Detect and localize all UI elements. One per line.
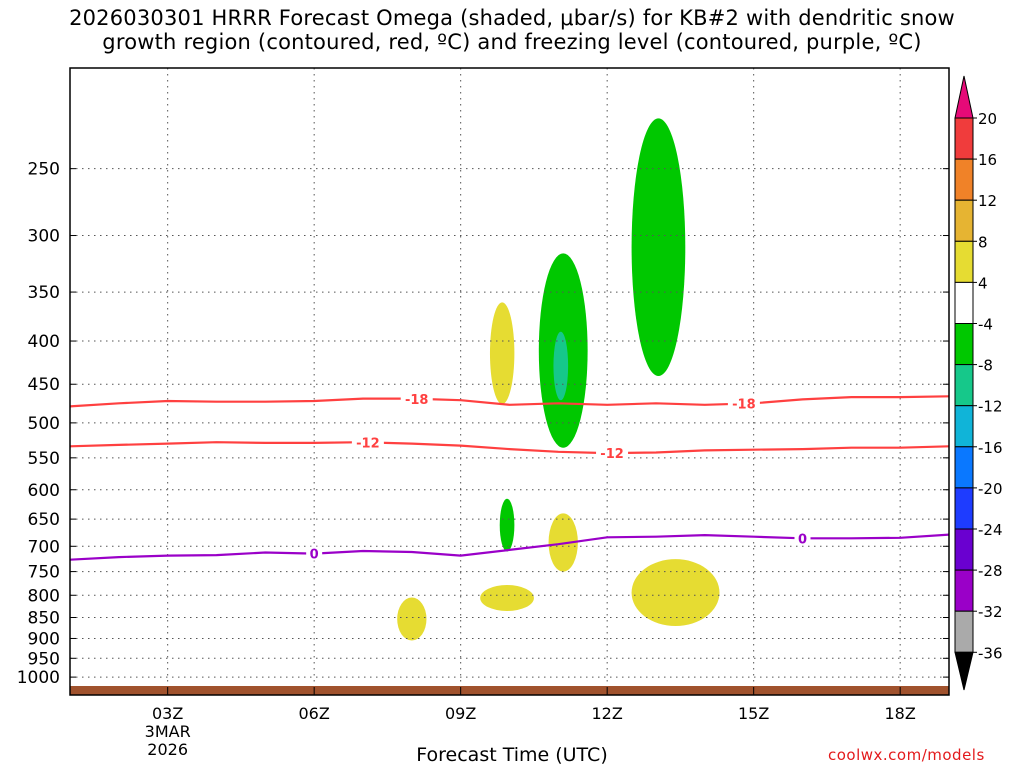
- colorbar-label-4: 4: [978, 274, 988, 292]
- y-tick-label-1000: 1000: [17, 668, 60, 688]
- colorbar-segment: [954, 610, 974, 653]
- colorbar-segment: [954, 405, 974, 448]
- colorbar-label-20: 20: [978, 110, 997, 128]
- colorbar-label--36: -36: [978, 644, 1003, 662]
- contour-label-freezing-2: 0: [798, 532, 807, 547]
- contour-label-bg: [351, 435, 384, 450]
- omega-area-1: [489, 302, 515, 405]
- colorbar-label--20: -20: [978, 480, 1003, 498]
- colorbar-segment: [954, 446, 974, 489]
- omega-area-7: [480, 585, 534, 611]
- omega-area-5: [499, 498, 515, 552]
- contour-label-bg: [727, 396, 760, 411]
- omega-area-3: [553, 331, 569, 401]
- x-axis-label: Forecast Time (UTC): [416, 744, 608, 766]
- colorbar-label-12: 12: [978, 192, 997, 210]
- x-tick-label-15Z: 15Z: [738, 704, 769, 723]
- contour-label-m12-1: -12: [356, 436, 380, 451]
- contour-line-m12: [70, 441, 949, 455]
- temperature-contours: -18 -18 -12 -12 0 0: [70, 391, 949, 563]
- y-tick-label-350: 350: [28, 283, 60, 303]
- chart-title: 2026030301 HRRR Forecast Omega (shaded, …: [0, 6, 1024, 54]
- colorbar-segment: [954, 199, 974, 242]
- colorbar-label--12: -12: [978, 398, 1003, 416]
- y-tick-label-650: 650: [28, 510, 60, 530]
- x-tick-label-12Z: 12Z: [592, 704, 623, 723]
- grid-lines: [70, 68, 949, 695]
- colorbar-label--32: -32: [978, 603, 1003, 621]
- colorbar-label-8: 8: [978, 233, 988, 251]
- contour-label-freezing-1: 0: [310, 548, 319, 563]
- colorbar-segment: [954, 487, 974, 530]
- omega-area-8: [631, 559, 720, 627]
- y-tick-label-550: 550: [28, 449, 60, 469]
- omega-shading: [397, 118, 720, 641]
- colorbar-segment: [954, 281, 974, 324]
- colorbar-label--28: -28: [978, 562, 1003, 580]
- contour-label-m18-2: -18: [732, 398, 756, 413]
- chart-title-line2: growth region (contoured, red, ºC) and f…: [102, 30, 922, 54]
- colorbar-label--16: -16: [978, 439, 1003, 457]
- y-tick-label-850: 850: [28, 608, 60, 628]
- y-tick-label-700: 700: [28, 537, 60, 557]
- contour-line-m18: [70, 395, 949, 408]
- contour-label-m12-2: -12: [600, 447, 624, 462]
- y-tick-label-400: 400: [28, 332, 60, 352]
- x-tick-label-03Z: 03Z: [152, 704, 183, 723]
- plot-frame: [69, 67, 950, 696]
- colorbar-segment: [954, 569, 974, 612]
- colorbar: 20 16 12 8 4 -4 -8 -12 -16 -20 -24 -28 -32 -36: [954, 75, 1003, 691]
- colorbar-segment: [954, 117, 974, 160]
- x-tick-label-06Z: 06Z: [299, 704, 330, 723]
- colorbar-segment: [954, 528, 974, 571]
- x-tick-label-09Z: 09Z: [445, 704, 476, 723]
- y-tick-label-500: 500: [28, 414, 60, 434]
- y-tick-label-800: 800: [28, 586, 60, 606]
- colorbar-bottom-arrow: [954, 651, 974, 691]
- y-axis-ticks: 2503003504004505005506006507007508008509…: [17, 160, 949, 688]
- y-tick-label-450: 450: [28, 375, 60, 395]
- contour-label-bg: [794, 531, 811, 546]
- colorbar-label--24: -24: [978, 521, 1003, 539]
- credit-link[interactable]: coolwx.com/models: [828, 746, 985, 764]
- y-tick-label-300: 300: [28, 227, 60, 247]
- x-date-label-1: 3MAR: [145, 722, 191, 741]
- chart-title-line1: 2026030301 HRRR Forecast Omega (shaded, …: [69, 6, 955, 30]
- colorbar-label--8: -8: [978, 357, 993, 375]
- colorbar-segment: [954, 323, 974, 366]
- omega-area-9: [397, 597, 427, 641]
- y-tick-label-750: 750: [28, 563, 60, 583]
- contour-label-m18-1: -18: [405, 393, 429, 408]
- contour-label-bg: [306, 546, 323, 561]
- y-tick-label-900: 900: [28, 629, 60, 649]
- x-tick-label-18Z: 18Z: [885, 704, 916, 723]
- contour-label-bg: [596, 446, 629, 461]
- y-tick-label-950: 950: [28, 649, 60, 669]
- colorbar-label--4: -4: [978, 316, 993, 334]
- y-tick-label-600: 600: [28, 481, 60, 501]
- ground-surface-bar: [70, 686, 949, 695]
- colorbar-segment: [954, 364, 974, 407]
- y-tick-label-250: 250: [28, 160, 60, 180]
- contour-label-bg: [400, 391, 433, 406]
- colorbar-segment: [954, 158, 974, 201]
- x-date-label-2: 2026: [147, 740, 188, 759]
- colorbar-label-16: 16: [978, 151, 997, 169]
- colorbar-segment: [954, 240, 974, 283]
- colorbar-top-arrow: [954, 75, 974, 119]
- omega-area-4: [631, 118, 686, 376]
